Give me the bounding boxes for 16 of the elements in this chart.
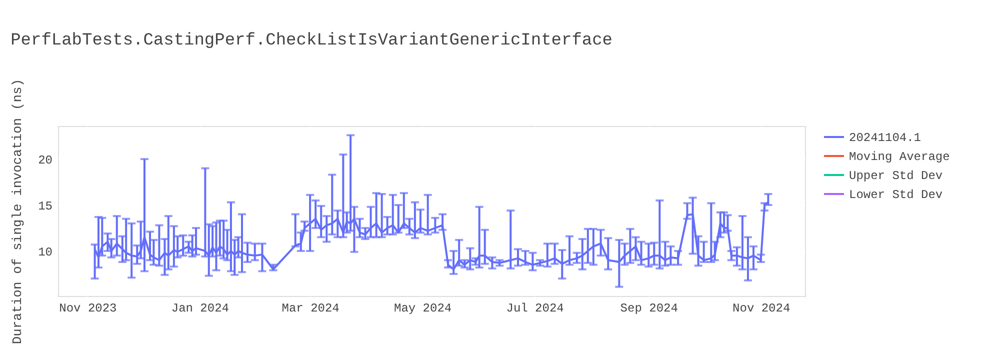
x-tick-label: Mar 2024 bbox=[282, 302, 340, 316]
x-tick-label: Sep 2024 bbox=[620, 302, 678, 316]
y-axis-title: Duration of single invocation (ns) bbox=[10, 78, 26, 344]
x-tick-label: May 2024 bbox=[394, 302, 452, 316]
legend-label: 20241104.1 bbox=[849, 131, 922, 145]
x-tick-label: Jul 2024 bbox=[506, 302, 564, 316]
legend-label: Moving Average bbox=[849, 150, 950, 164]
legend-label: Lower Std Dev bbox=[849, 188, 943, 202]
x-tick-label: Nov 2024 bbox=[732, 302, 790, 316]
y-tick-label: 20 bbox=[38, 154, 52, 168]
x-tick-label: Nov 2023 bbox=[59, 302, 117, 316]
y-tick-label: 15 bbox=[38, 200, 52, 214]
x-tick-label: Jan 2024 bbox=[171, 302, 229, 316]
legend-label: Upper Std Dev bbox=[849, 169, 943, 183]
chart-title: PerfLabTests.CastingPerf.CheckListIsVariantGenericInterface bbox=[10, 31, 613, 50]
y-tick-label: 10 bbox=[38, 245, 52, 260]
